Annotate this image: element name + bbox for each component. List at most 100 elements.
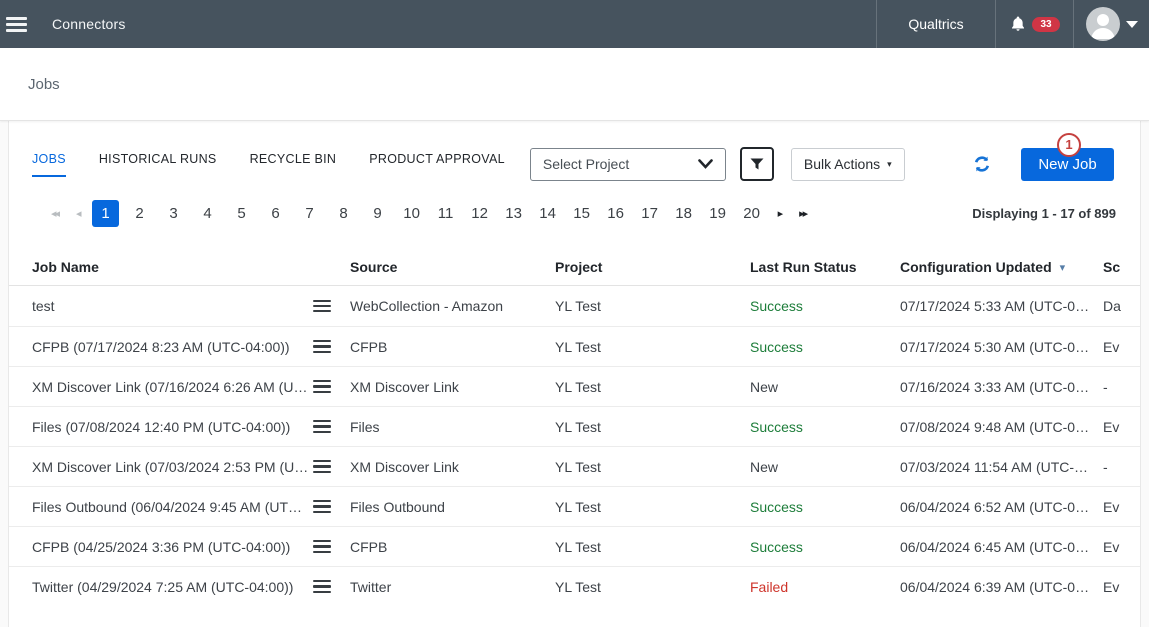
job-name: CFPB (07/17/2024 8:23 AM (UTC-04:00))	[32, 339, 313, 355]
status-badge: Failed	[750, 579, 900, 595]
page-button-13[interactable]: 13	[500, 200, 527, 227]
funnel-icon	[749, 156, 765, 172]
page-button-8[interactable]: 8	[330, 200, 357, 227]
notification-count-badge: 33	[1032, 17, 1059, 32]
menu-icon[interactable]	[0, 0, 40, 48]
job-schedule: Da	[1103, 298, 1140, 314]
chevron-down-icon	[1126, 21, 1138, 28]
config-updated: 06/04/2024 6:45 AM (UTC-0…	[900, 539, 1103, 555]
first-page-button[interactable]: ◂◂	[42, 207, 67, 220]
refresh-button[interactable]	[973, 155, 991, 173]
row-menu-icon[interactable]	[313, 380, 331, 393]
tab-recycle-bin[interactable]: RECYCLE BIN	[250, 152, 337, 177]
prev-page-button[interactable]: ◂	[67, 207, 89, 220]
job-source: XM Discover Link	[350, 379, 555, 395]
refresh-icon	[973, 155, 991, 173]
job-name: XM Discover Link (07/16/2024 6:26 AM (U…	[32, 379, 313, 395]
tab-bar: JOBS HISTORICAL RUNS RECYCLE BIN PRODUCT…	[32, 152, 505, 177]
page-button-14[interactable]: 14	[534, 200, 561, 227]
row-menu-icon[interactable]	[313, 300, 331, 313]
page-button-16[interactable]: 16	[602, 200, 629, 227]
job-schedule: Ev	[1103, 419, 1140, 435]
status-badge: Success	[750, 539, 900, 555]
page-button-19[interactable]: 19	[704, 200, 731, 227]
project-select[interactable]: Select Project	[530, 148, 726, 181]
bell-icon	[1009, 15, 1027, 33]
page-button-20[interactable]: 20	[738, 200, 765, 227]
job-schedule: Ev	[1103, 339, 1140, 355]
chevron-down-icon	[698, 159, 713, 169]
jobs-table: Job Name Source Project Last Run Status …	[9, 249, 1140, 606]
row-menu-icon[interactable]	[313, 540, 331, 553]
table-row[interactable]: Files (07/08/2024 12:40 PM (UTC-04:00)) …	[9, 406, 1140, 446]
job-name: CFPB (04/25/2024 3:36 PM (UTC-04:00))	[32, 539, 313, 555]
job-project: YL Test	[555, 339, 750, 355]
row-menu-icon[interactable]	[313, 340, 331, 353]
last-page-button[interactable]: ▸▸	[790, 207, 815, 220]
row-menu-icon[interactable]	[313, 580, 331, 593]
table-row[interactable]: CFPB (04/25/2024 3:36 PM (UTC-04:00)) CF…	[9, 526, 1140, 566]
page-button-11[interactable]: 11	[432, 200, 459, 227]
table-row[interactable]: XM Discover Link (07/16/2024 6:26 AM (U……	[9, 366, 1140, 406]
table-row[interactable]: XM Discover Link (07/03/2024 2:53 PM (U……	[9, 446, 1140, 486]
account-menu[interactable]	[1073, 0, 1149, 48]
job-name: XM Discover Link (07/03/2024 2:53 PM (U…	[32, 459, 313, 475]
table-row[interactable]: Twitter (04/29/2024 7:25 AM (UTC-04:00))…	[9, 566, 1140, 606]
tab-product-approval[interactable]: PRODUCT APPROVAL	[369, 152, 505, 177]
page-button-10[interactable]: 10	[398, 200, 425, 227]
filter-button[interactable]	[740, 147, 774, 181]
column-header-project[interactable]: Project	[555, 259, 750, 275]
page-button-6[interactable]: 6	[262, 200, 289, 227]
bulk-actions-button[interactable]: Bulk Actions ▾	[791, 148, 905, 181]
job-name: Twitter (04/29/2024 7:25 AM (UTC-04:00))	[32, 579, 313, 595]
table-row[interactable]: Files Outbound (06/04/2024 9:45 AM (UT… …	[9, 486, 1140, 526]
config-updated: 07/16/2024 3:33 AM (UTC-0…	[900, 379, 1103, 395]
table-row[interactable]: test WebCollection - Amazon YL Test Succ…	[9, 286, 1140, 326]
tab-jobs[interactable]: JOBS	[32, 152, 66, 177]
config-updated: 07/08/2024 9:48 AM (UTC-0…	[900, 419, 1103, 435]
config-updated: 07/17/2024 5:33 AM (UTC-0…	[900, 298, 1103, 314]
status-badge: New	[750, 459, 900, 475]
column-header-last-run-status[interactable]: Last Run Status	[750, 259, 900, 275]
status-badge: Success	[750, 298, 900, 314]
page-button-12[interactable]: 12	[466, 200, 493, 227]
next-page-button[interactable]: ▸	[769, 207, 791, 220]
job-schedule: Ev	[1103, 499, 1140, 515]
brand-link[interactable]: Qualtrics	[876, 0, 995, 48]
column-header-job-name[interactable]: Job Name	[32, 259, 313, 275]
page-button-2[interactable]: 2	[126, 200, 153, 227]
job-schedule: -	[1103, 379, 1140, 395]
page-button-9[interactable]: 9	[364, 200, 391, 227]
job-name: Files Outbound (06/04/2024 9:45 AM (UT…	[32, 499, 313, 515]
page-button-18[interactable]: 18	[670, 200, 697, 227]
notifications-button[interactable]: 33	[995, 0, 1073, 48]
job-source: Files	[350, 419, 555, 435]
column-header-configuration-updated[interactable]: Configuration Updated ▾	[900, 259, 1103, 275]
column-header-source[interactable]: Source	[350, 259, 555, 275]
project-select-value: Select Project	[543, 156, 698, 172]
table-row[interactable]: CFPB (07/17/2024 8:23 AM (UTC-04:00)) CF…	[9, 326, 1140, 366]
page-button-3[interactable]: 3	[160, 200, 187, 227]
page-header: Jobs	[0, 48, 1149, 121]
page-title: Jobs	[28, 76, 60, 93]
page-button-1[interactable]: 1	[92, 200, 119, 227]
pagination: ◂◂ ◂ 1 2 3 4 5 6 7 8 9 10 11 12 13 14 15…	[9, 198, 1140, 228]
tab-historical-runs[interactable]: HISTORICAL RUNS	[99, 152, 217, 177]
table-header-row: Job Name Source Project Last Run Status …	[9, 249, 1140, 286]
job-schedule: -	[1103, 459, 1140, 475]
row-menu-icon[interactable]	[313, 420, 331, 433]
job-name: Files (07/08/2024 12:40 PM (UTC-04:00))	[32, 419, 313, 435]
avatar	[1086, 7, 1120, 41]
page-button-7[interactable]: 7	[296, 200, 323, 227]
status-badge: Success	[750, 419, 900, 435]
job-project: YL Test	[555, 539, 750, 555]
page-button-5[interactable]: 5	[228, 200, 255, 227]
row-menu-icon[interactable]	[313, 500, 331, 513]
config-updated: 07/17/2024 5:30 AM (UTC-0…	[900, 339, 1103, 355]
page-button-17[interactable]: 17	[636, 200, 663, 227]
page-button-15[interactable]: 15	[568, 200, 595, 227]
column-header-schedule[interactable]: Sc	[1103, 259, 1140, 275]
config-updated: 06/04/2024 6:52 AM (UTC-0…	[900, 499, 1103, 515]
row-menu-icon[interactable]	[313, 460, 331, 473]
page-button-4[interactable]: 4	[194, 200, 221, 227]
